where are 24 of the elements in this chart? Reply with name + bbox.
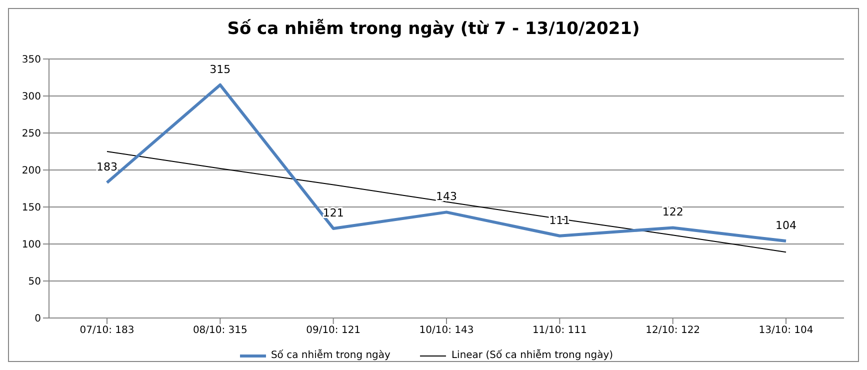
data-label: 104 xyxy=(776,219,796,232)
chart-title: Số ca nhiễm trong ngày (từ 7 - 13/10/2021) xyxy=(226,18,641,41)
x-tick-label: 07/10: 183 xyxy=(80,325,134,336)
legend-label: Số ca nhiễm trong ngày xyxy=(270,350,390,361)
y-tick-label: 300 xyxy=(22,92,41,103)
data-label: 183 xyxy=(96,160,118,174)
y-tick-label: 350 xyxy=(22,54,41,66)
y-tick-label: 250 xyxy=(22,128,41,140)
y-tick-label: 0 xyxy=(34,314,41,325)
y-tick-label: 200 xyxy=(22,166,41,177)
y-tick-label: 150 xyxy=(22,202,41,214)
x-tick-label: 10/10: 143 xyxy=(419,325,474,336)
x-tick-label: 13/10: 104 xyxy=(758,325,814,336)
x-tick-label: 11/10: 111 xyxy=(532,325,587,336)
data-label: 315 xyxy=(210,62,231,76)
x-tick-label: 09/10: 121 xyxy=(306,325,361,336)
y-tick-label: 100 xyxy=(22,240,41,251)
x-tick-label: 08/10: 315 xyxy=(192,325,248,336)
legend-label: Linear (Số ca nhiễm trong ngày) xyxy=(451,350,614,361)
data-label: 143 xyxy=(436,190,457,204)
y-tick-label: 50 xyxy=(28,276,41,288)
data-label: 121 xyxy=(322,206,344,220)
data-label: 122 xyxy=(662,206,684,219)
x-tick-label: 12/10: 122 xyxy=(646,325,700,336)
